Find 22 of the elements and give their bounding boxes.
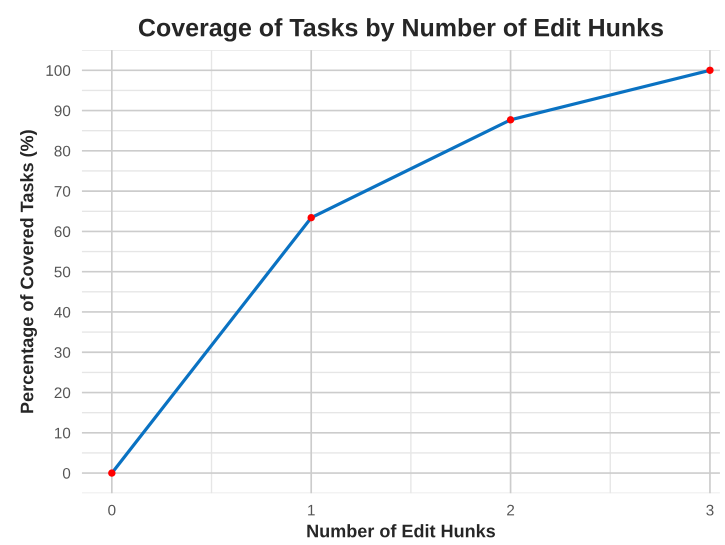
y-tick-label: 60 [54,226,70,238]
x-tick-label: 1 [308,504,315,516]
y-axis-title: Percentage of Covered Tasks (%) [20,130,37,413]
y-tick-label: 70 [54,186,70,197]
point [108,469,116,477]
y-tick-label: 50 [54,266,70,278]
y-tick-label: 100 [46,65,70,76]
x-tick-label: 2 [507,504,514,516]
x-axis-title: Number of Edit Hunks [307,524,495,538]
y-tick-label: 10 [54,428,70,438]
point [506,116,514,124]
y-tick-label: 40 [54,306,70,318]
y-tick-label: 20 [54,387,70,398]
chart-title: Coverage of Tasks by Number of Edit Hunks [138,18,663,42]
y-tick-label: 30 [54,347,70,358]
point [308,214,315,222]
y-tick-label: 80 [54,146,70,157]
x-tick-label: 3 [706,504,714,516]
y-tick-label: 90 [54,105,70,116]
point [706,66,714,74]
y-tick-label: 0 [62,468,70,479]
x-tick-label: 0 [108,504,116,516]
